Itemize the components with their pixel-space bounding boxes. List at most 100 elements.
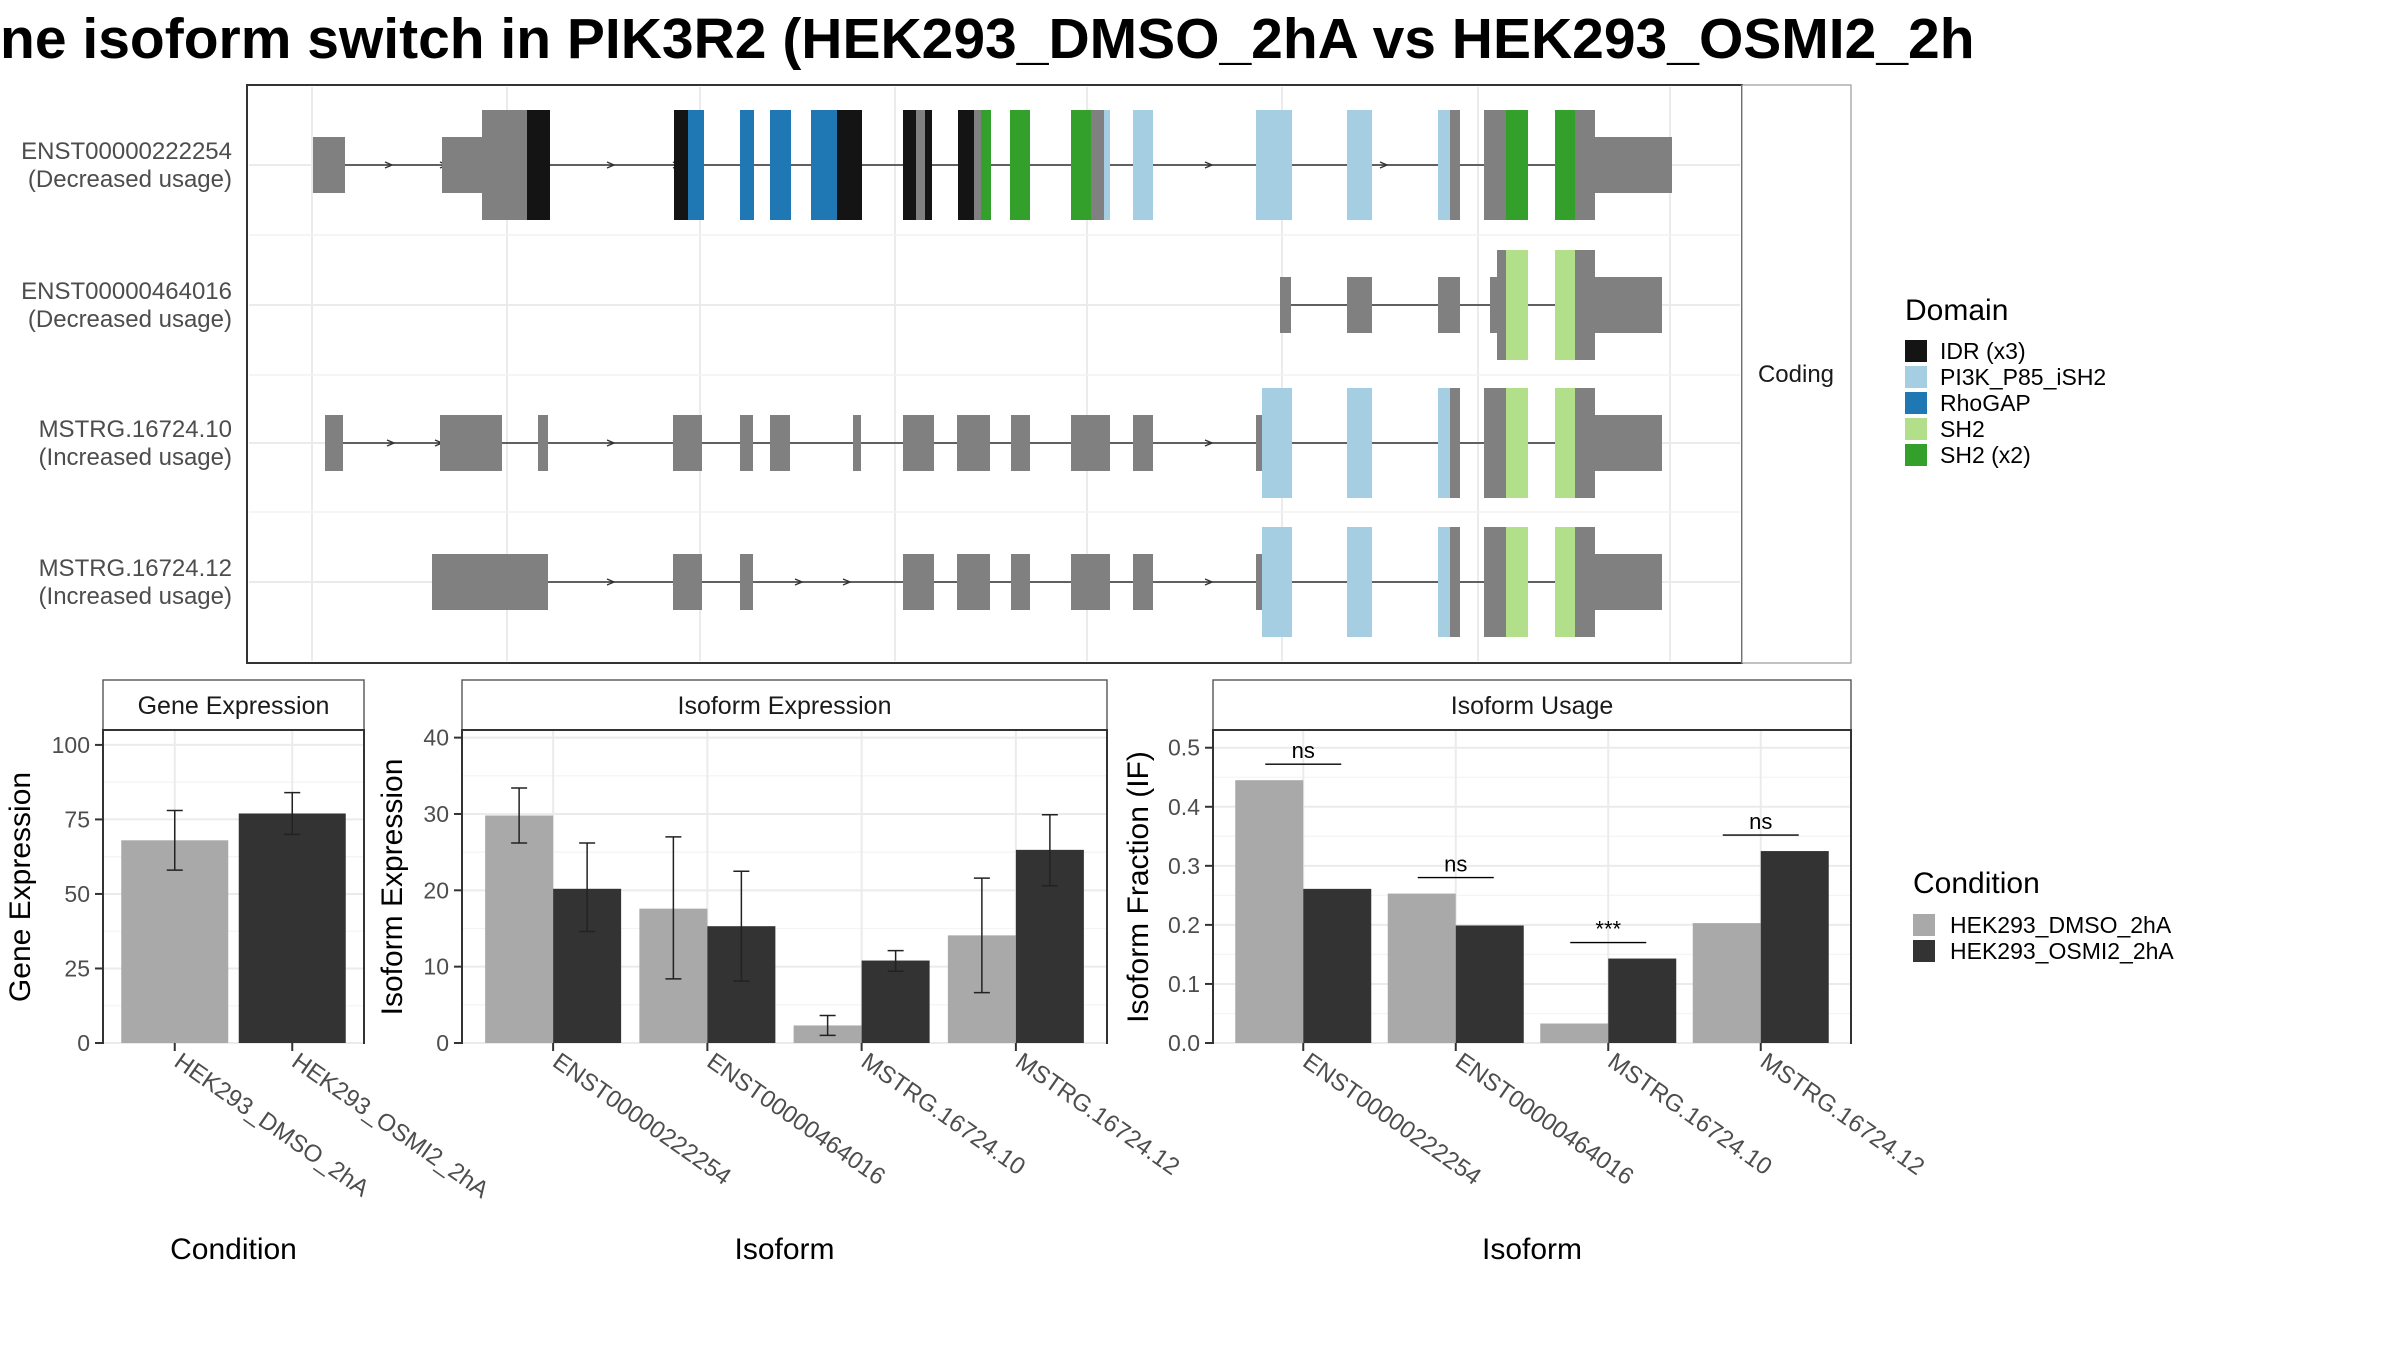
exon-block [974, 110, 981, 220]
exon-block [1133, 554, 1153, 610]
domain-legend-label: RhoGAP [1940, 390, 2031, 416]
idr-domain-block [527, 110, 550, 220]
domain-legend-swatch [1905, 340, 1927, 362]
exon-block [432, 554, 548, 610]
exon-block [1091, 110, 1104, 220]
condition-legend-label: HEK293_DMSO_2hA [1950, 912, 2172, 938]
exon-block [1450, 388, 1460, 498]
x-axis-title: Isoform [1482, 1233, 1582, 1266]
exon-block [1011, 415, 1030, 471]
exon-block [1595, 137, 1672, 193]
exon-block [1280, 277, 1291, 333]
exon-block [853, 415, 861, 471]
pi3k-domain-block [1347, 110, 1372, 220]
pi3k-domain-block [1262, 527, 1292, 637]
exon-block [313, 137, 345, 193]
transcript-name-label: MSTRG.16724.10 [39, 416, 232, 443]
domain-legend-swatch [1905, 444, 1927, 466]
exon-block [903, 415, 934, 471]
pi3k-domain-block [1438, 388, 1450, 498]
domain-legend-label: SH2 (x2) [1940, 442, 2031, 468]
pi3k-domain-block [1262, 388, 1292, 498]
figure-title: ne isoform switch in PIK3R2 (HEK293_DMSO… [0, 7, 1975, 71]
exon-block [740, 554, 753, 610]
domain-legend-label: IDR (x3) [1940, 338, 2026, 364]
gene-expression-panel: Gene Expression0255075100HEK293_DMSO_2hA… [4, 679, 494, 1266]
y-tick-label: 25 [64, 955, 90, 981]
panel-strip [461, 679, 1108, 731]
transcript-name-label: ENST00000464016 [21, 278, 232, 305]
exon-block [1575, 110, 1595, 220]
exon-block [957, 415, 990, 471]
sh2-domain-block [1555, 388, 1575, 498]
significance-label: ns [1749, 809, 1772, 834]
exon-block [1071, 415, 1110, 471]
exon-block [482, 110, 527, 220]
strand-arrow [384, 161, 394, 169]
bar [1235, 780, 1304, 1043]
panel-strip [102, 679, 365, 731]
sh2-x2-domain-block [981, 110, 991, 220]
pi3k-domain-block [1133, 110, 1153, 220]
exon-block [538, 415, 548, 471]
bar [861, 960, 930, 1043]
y-tick-label: 20 [423, 877, 449, 903]
rhogap-domain-block [688, 110, 704, 220]
transcript-usage-label: (Increased usage) [39, 583, 232, 610]
transcript-name-label: ENST00000222254 [21, 138, 232, 165]
condition-legend-swatch [1913, 914, 1935, 936]
domain-legend-title: Domain [1905, 294, 2008, 327]
exon-block [442, 137, 482, 193]
idr-domain-block [958, 110, 974, 220]
y-tick-label: 50 [64, 881, 90, 907]
idr-domain-block [674, 110, 688, 220]
sh2-x2-domain-block [1506, 110, 1528, 220]
rhogap-domain-block [811, 110, 837, 220]
exon-block [1450, 527, 1460, 637]
pi3k-domain-block [1256, 110, 1292, 220]
exon-block [1484, 110, 1506, 220]
exon-block [673, 554, 702, 610]
bar [238, 813, 346, 1043]
panel-strip [1212, 679, 1852, 731]
pi3k-domain-block [1347, 388, 1372, 498]
rhogap-domain-block [770, 110, 791, 220]
y-tick-label: 0.4 [1168, 794, 1200, 820]
y-axis-title: Isoform Expression [376, 759, 409, 1016]
y-tick-label: 40 [423, 725, 449, 751]
strand-arrow [1204, 578, 1214, 586]
sh2-domain-block [1506, 250, 1528, 360]
strand-arrow [606, 578, 616, 586]
significance-label: *** [1595, 917, 1621, 942]
sh2-domain-block [1506, 527, 1528, 637]
exon-block [1256, 415, 1262, 471]
exon-block [1011, 554, 1030, 610]
exon-block [1575, 527, 1595, 637]
sh2-x2-domain-block [1555, 110, 1575, 220]
x-axis-title: Condition [170, 1233, 297, 1266]
panel-title: Isoform Expression [678, 692, 892, 720]
strand-arrow [606, 161, 616, 169]
transcript-name-label: MSTRG.16724.12 [39, 555, 232, 582]
y-tick-label: 0.2 [1168, 912, 1200, 938]
exon-block [916, 110, 925, 220]
strand-arrow [842, 578, 852, 586]
significance-label: ns [1444, 852, 1467, 877]
exon-block [1450, 110, 1460, 220]
exon-block [1256, 554, 1262, 610]
domain-legend-swatch [1905, 418, 1927, 440]
idr-domain-block [837, 110, 862, 220]
bar [1608, 958, 1677, 1043]
y-tick-label: 100 [52, 732, 90, 758]
y-tick-label: 0 [436, 1030, 449, 1056]
sh2-domain-block [1506, 388, 1528, 498]
strand-arrow [794, 578, 804, 586]
exon-block [1595, 554, 1662, 610]
domain-legend: Domain IDR (x3)PI3K_P85_iSH2RhoGAPSH2SH2 … [1905, 294, 2106, 468]
idr-domain-block [903, 110, 916, 220]
exon-block [903, 554, 934, 610]
y-tick-label: 0.0 [1168, 1030, 1200, 1056]
pi3k-domain-block [1347, 527, 1372, 637]
